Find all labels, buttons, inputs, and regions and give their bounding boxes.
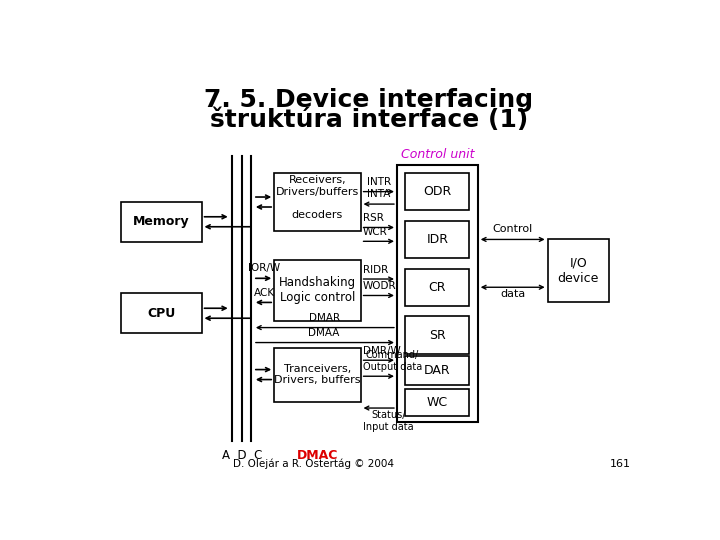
Bar — [121, 202, 202, 241]
Text: Receivers,
Drivers/buffers

decoders: Receivers, Drivers/buffers decoders — [276, 176, 359, 220]
Text: ACK: ACK — [253, 288, 274, 298]
Text: RSR: RSR — [363, 213, 384, 224]
Bar — [405, 221, 469, 258]
Text: INTR: INTR — [366, 177, 391, 187]
Text: I/O
device: I/O device — [557, 256, 599, 285]
Text: WODR: WODR — [363, 281, 397, 291]
Bar — [405, 268, 469, 306]
Bar — [405, 356, 469, 385]
Text: data: data — [500, 289, 526, 299]
Bar — [405, 173, 469, 210]
Text: DMAC: DMAC — [297, 449, 338, 462]
Bar — [274, 260, 361, 321]
Text: ODR: ODR — [423, 185, 451, 198]
Text: WCR: WCR — [363, 227, 387, 237]
Text: CPU: CPU — [147, 307, 175, 320]
Text: DMAR: DMAR — [308, 313, 340, 322]
Text: Command/
Output data: Command/ Output data — [363, 350, 422, 372]
Text: Control: Control — [492, 225, 533, 234]
Text: DAR: DAR — [424, 364, 451, 377]
Text: RIDR: RIDR — [363, 265, 388, 275]
Text: Tranceivers,
Drivers, buffers: Tranceivers, Drivers, buffers — [274, 364, 361, 386]
Text: DMAA: DMAA — [308, 328, 340, 338]
Text: WC: WC — [427, 396, 448, 409]
Text: Handshaking
Logic control: Handshaking Logic control — [279, 276, 356, 305]
Text: IDR: IDR — [426, 233, 449, 246]
Bar — [121, 294, 202, 333]
Text: D. Olejár a R. Ostertág © 2004: D. Olejár a R. Ostertág © 2004 — [233, 458, 394, 469]
Text: INTA: INTA — [367, 189, 390, 199]
Text: CR: CR — [428, 281, 446, 294]
Bar — [405, 389, 469, 416]
Text: 7. 5. Device interfacing: 7. 5. Device interfacing — [204, 87, 534, 112]
Bar — [547, 239, 609, 302]
Text: IOR/W: IOR/W — [248, 264, 280, 273]
Text: štruktúra interface (1): štruktúra interface (1) — [210, 109, 528, 132]
Text: Memory: Memory — [132, 215, 189, 228]
Text: Status/
Input data: Status/ Input data — [363, 410, 413, 431]
Text: A  D  C: A D C — [222, 449, 262, 462]
Bar — [274, 173, 361, 231]
Bar — [405, 316, 469, 354]
Bar — [274, 348, 361, 402]
Text: DMR/W: DMR/W — [363, 346, 400, 356]
Text: 161: 161 — [611, 459, 631, 469]
Bar — [397, 165, 478, 422]
Text: SR: SR — [429, 328, 446, 342]
Text: Control unit: Control unit — [400, 148, 474, 161]
